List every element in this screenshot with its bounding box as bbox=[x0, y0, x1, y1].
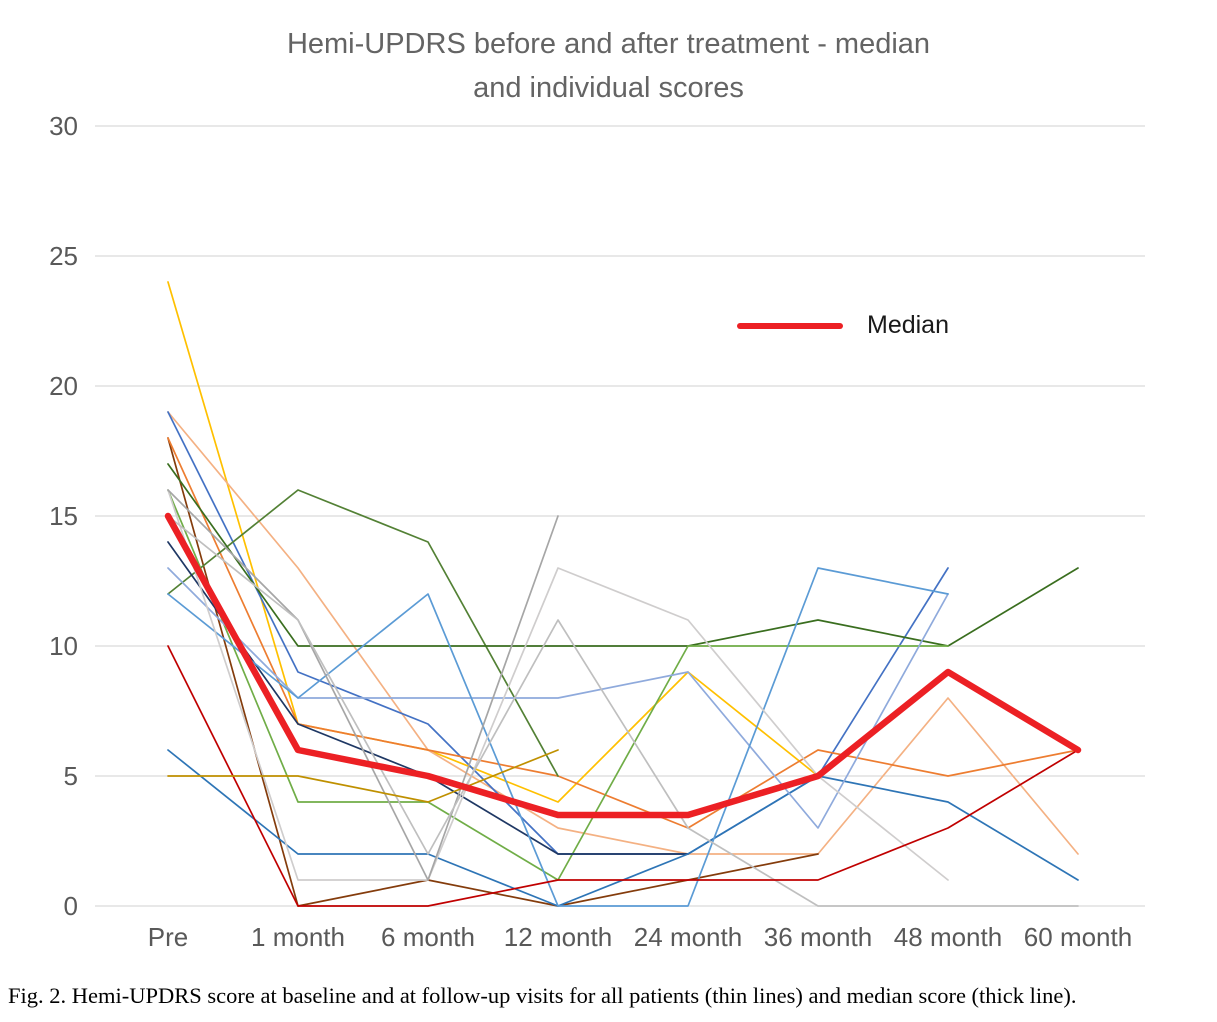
x-axis-tick-label: 48 month bbox=[893, 922, 1003, 952]
x-axis-tick-label: 24 month bbox=[633, 922, 743, 952]
patient-line bbox=[167, 437, 1079, 829]
chart-title-line2: and individual scores bbox=[473, 72, 744, 104]
x-axis-tick-label: 12 month bbox=[503, 922, 613, 952]
median-line bbox=[164, 512, 1082, 819]
y-axis-tick-label: 0 bbox=[63, 891, 78, 921]
series-lines bbox=[164, 281, 1082, 907]
y-axis-tick-label: 5 bbox=[63, 761, 78, 791]
patient-line bbox=[167, 411, 1079, 855]
x-axis-tick-label: Pre bbox=[147, 922, 189, 952]
figure-caption: Fig. 2. Hemi-UPDRS score at baseline and… bbox=[8, 983, 1077, 1008]
y-axis-tick-label: 30 bbox=[49, 111, 78, 141]
gridlines bbox=[95, 125, 1145, 907]
patient-line bbox=[167, 567, 949, 907]
x-axis-tick-label: 6 month bbox=[381, 922, 475, 952]
chart-title-line1: Hemi-UPDRS before and after treatment - … bbox=[286, 28, 931, 60]
line-chart bbox=[95, 125, 1145, 907]
patient-line bbox=[167, 489, 559, 777]
y-axis-tick-label: 15 bbox=[49, 501, 78, 531]
x-axis-tick-label: 36 month bbox=[763, 922, 873, 952]
median-legend-swatch bbox=[737, 322, 843, 329]
y-axis-tick-label: 10 bbox=[49, 631, 78, 661]
y-axis-tick-label: 20 bbox=[49, 371, 78, 401]
patient-line bbox=[167, 463, 1079, 647]
patient-line bbox=[167, 749, 1079, 907]
y-axis-tick-label: 25 bbox=[49, 241, 78, 271]
patient-line bbox=[167, 411, 949, 855]
patient-line bbox=[167, 489, 559, 881]
patient-line bbox=[167, 645, 1079, 907]
patient-line bbox=[167, 515, 1079, 907]
chart-title: Hemi-UPDRS before and after treatment - … bbox=[0, 22, 1217, 110]
patient-line bbox=[167, 749, 559, 803]
x-axis-tick-label: 1 month bbox=[251, 922, 345, 952]
median-legend-label: Median bbox=[867, 311, 949, 339]
chart-legend: Median bbox=[737, 311, 949, 340]
x-axis-tick-label: 60 month bbox=[1023, 922, 1133, 952]
